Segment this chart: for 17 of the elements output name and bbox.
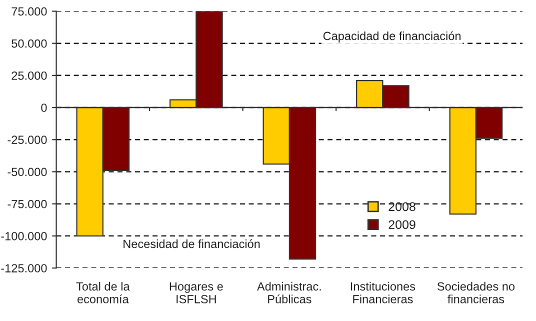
- y-tick-label: -75.000: [8, 200, 47, 208]
- x-tick-label: Administrac. Públicas: [256, 282, 321, 304]
- y-tick-label: 0: [41, 104, 47, 112]
- y-tick-label: 50.000: [12, 39, 47, 48]
- x-tick-label: Instituciones Financieras: [350, 282, 416, 304]
- y-tick-label: 25.000: [12, 71, 47, 80]
- y-tick-label: -125.000: [1, 264, 47, 272]
- x-tick-label: Sociedades no financieras: [437, 282, 515, 304]
- annotation: Capacidad de financiación: [323, 31, 461, 42]
- y-tick-label: -100.000: [1, 232, 47, 240]
- y-tick-label: -50.000: [8, 168, 47, 176]
- annotation: Necesidad de financiación: [124, 239, 260, 248]
- y-tick-label: -25.000: [8, 136, 47, 144]
- y-tick-label: 75.000: [12, 7, 47, 16]
- x-tick-label: Hogares e ISFLSH: [170, 282, 223, 304]
- x-tick-label: Total de la economía: [76, 282, 130, 304]
- legend-label: 2009: [388, 220, 416, 230]
